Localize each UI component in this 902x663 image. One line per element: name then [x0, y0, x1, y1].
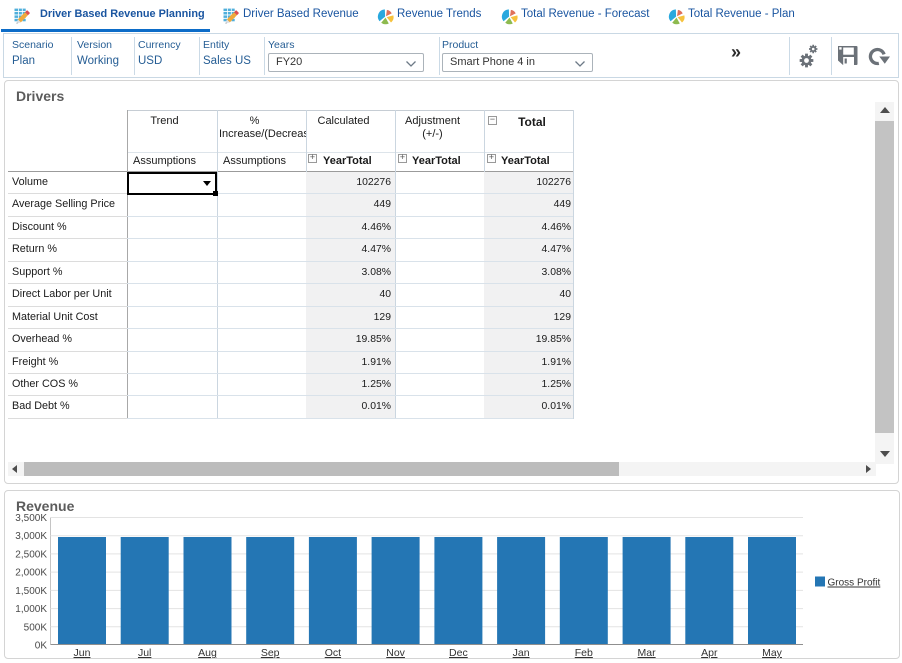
svg-text:Nov: Nov	[386, 647, 405, 659]
svg-text:Mar: Mar	[638, 647, 657, 659]
svg-text:3,000K: 3,000K	[15, 531, 47, 542]
svg-text:2,000K: 2,000K	[15, 568, 47, 579]
svg-text:Gross Profit: Gross Profit	[828, 578, 881, 589]
svg-text:Aug: Aug	[198, 647, 217, 659]
svg-text:Sep: Sep	[261, 647, 280, 659]
svg-text:Apr: Apr	[701, 647, 718, 659]
svg-text:Jul: Jul	[138, 647, 151, 659]
svg-text:1,000K: 1,000K	[15, 604, 47, 615]
svg-text:500K: 500K	[24, 622, 48, 633]
svg-text:May: May	[762, 647, 783, 659]
svg-text:Jan: Jan	[513, 647, 530, 659]
svg-text:1,500K: 1,500K	[15, 586, 47, 597]
svg-text:Dec: Dec	[449, 647, 468, 659]
svg-text:Oct: Oct	[325, 647, 341, 659]
svg-text:2,500K: 2,500K	[15, 549, 47, 560]
svg-text:Feb: Feb	[575, 647, 593, 659]
svg-text:3,500K: 3,500K	[15, 513, 47, 524]
svg-text:0K: 0K	[35, 641, 48, 652]
svg-text:Jun: Jun	[74, 647, 91, 659]
